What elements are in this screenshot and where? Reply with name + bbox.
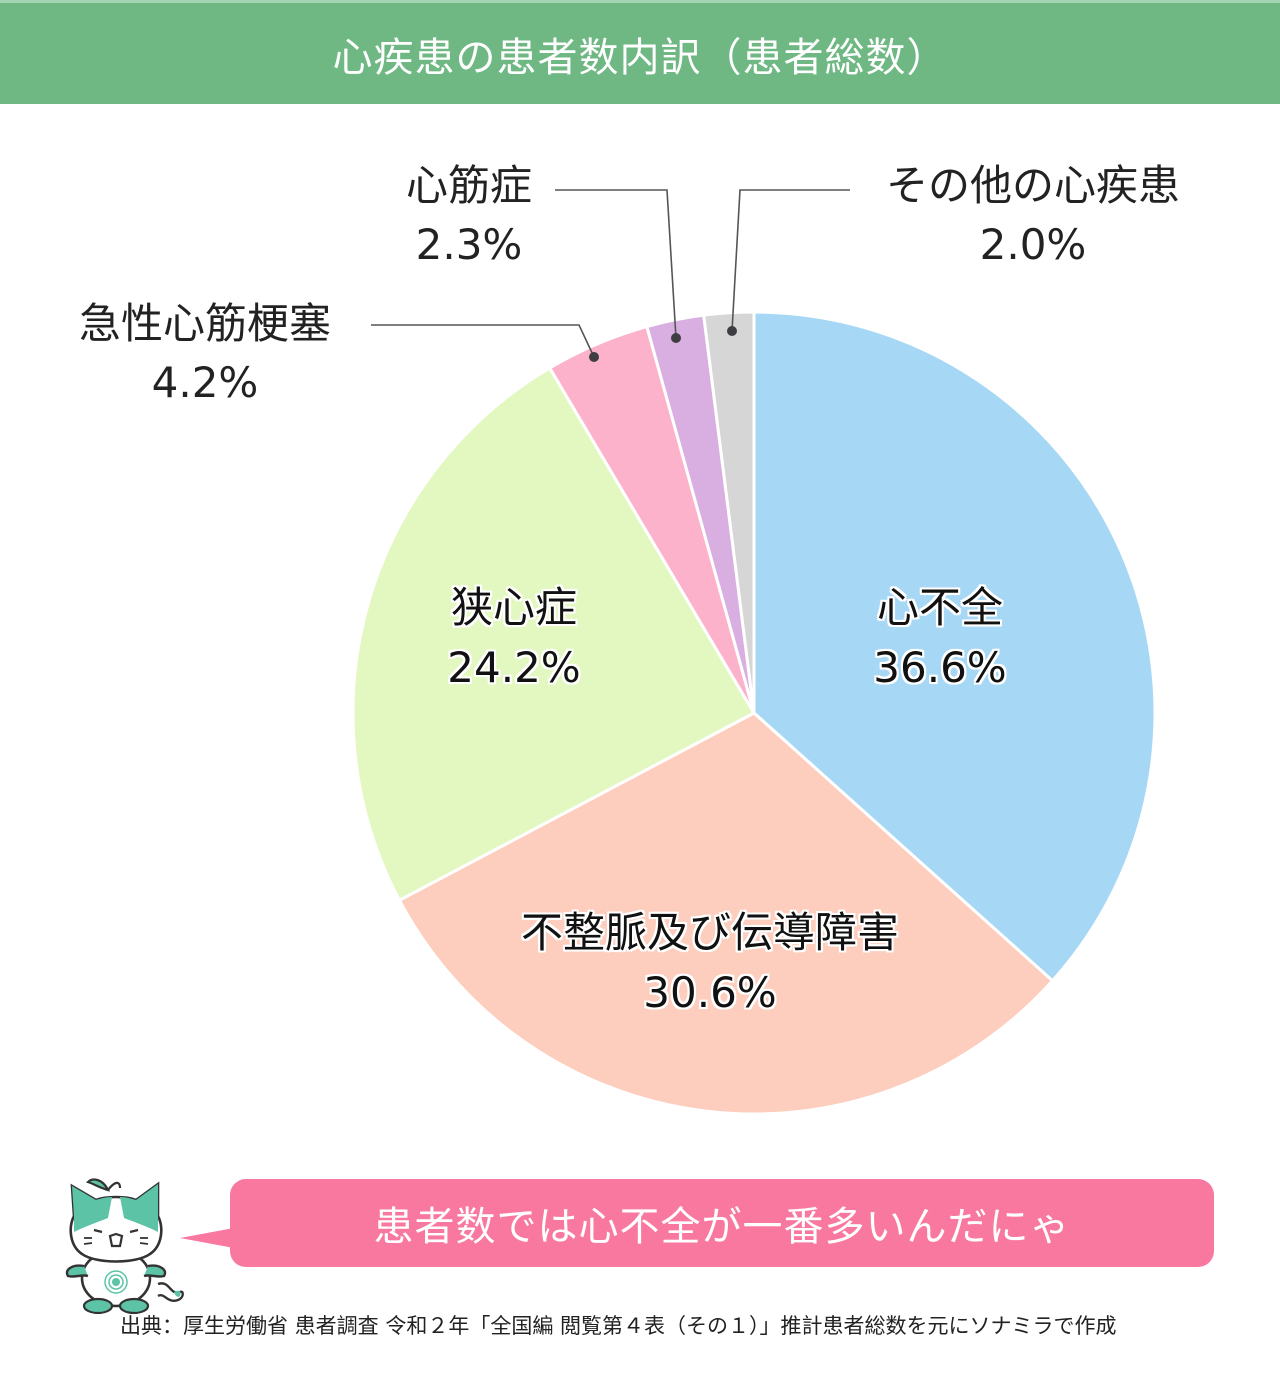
label-ami: 急性心筋梗塞 4.2% bbox=[50, 298, 360, 409]
speech-bubble-text: 患者数では心不全が一番多いんだにゃ bbox=[373, 1204, 1071, 1250]
label-arrhythmia: 不整脈及び伝導障害 30.6% bbox=[460, 903, 960, 1022]
leader-lines bbox=[371, 189, 850, 358]
label-arrhythmia-name: 不整脈及び伝導障害 bbox=[520, 908, 899, 957]
leader-dot-cardiomyopathy bbox=[671, 333, 681, 343]
label-cardiomyopathy: 心筋症 2.3% bbox=[386, 160, 552, 271]
label-other: その他の心疾患 2.0% bbox=[858, 160, 1208, 271]
label-other-value: 2.0% bbox=[979, 219, 1087, 269]
label-heart-failure: 心不全 36.6% bbox=[840, 578, 1040, 697]
pie-slice bbox=[397, 711, 1055, 1116]
pie-slice bbox=[351, 366, 756, 902]
label-angina-value: 24.2% bbox=[447, 642, 581, 692]
label-angina-name: 狭心症 bbox=[450, 583, 577, 632]
pie-slices bbox=[351, 310, 1157, 1116]
label-heart-failure-value: 36.6% bbox=[873, 642, 1007, 692]
leader-dot-other bbox=[727, 326, 737, 336]
cat-mascot-icon bbox=[65, 1178, 184, 1314]
label-cardiomyopathy-name: 心筋症 bbox=[405, 161, 532, 210]
pie-slice bbox=[752, 310, 1157, 983]
speech-bubble: 患者数では心不全が一番多いんだにゃ bbox=[230, 1179, 1214, 1267]
leader-line-cardiomyopathy bbox=[555, 189, 677, 339]
chart-title-bar: 心疾患の患者数内訳（患者総数） bbox=[0, 0, 1280, 104]
leader-line-other bbox=[731, 189, 850, 332]
leader-dots bbox=[589, 326, 737, 362]
chart-title: 心疾患の患者数内訳（患者総数） bbox=[332, 34, 948, 81]
label-other-name: その他の心疾患 bbox=[885, 161, 1180, 210]
label-angina: 狭心症 24.2% bbox=[414, 578, 614, 697]
pie-slice bbox=[702, 310, 756, 715]
label-arrhythmia-value: 30.6% bbox=[643, 967, 777, 1017]
label-ami-value: 4.2% bbox=[151, 357, 259, 407]
speech-bubble-tail bbox=[180, 1228, 234, 1248]
label-cardiomyopathy-value: 2.3% bbox=[415, 219, 523, 269]
leader-line-ami bbox=[371, 324, 595, 358]
source-citation: 出典：厚生労働省 患者調査 令和２年「全国編 閲覧第４表（その１）」推計患者総数… bbox=[120, 1314, 1117, 1338]
leader-dot-ami bbox=[589, 352, 599, 362]
label-heart-failure-name: 心不全 bbox=[876, 583, 1003, 632]
label-ami-name: 急性心筋梗塞 bbox=[78, 299, 331, 348]
